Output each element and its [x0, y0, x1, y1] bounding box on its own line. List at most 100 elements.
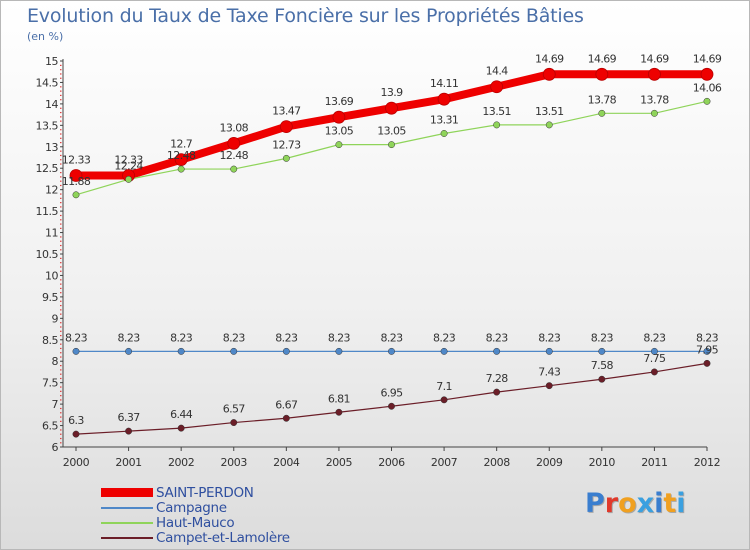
- data-point: [385, 101, 398, 115]
- y-minor-tick: [60, 266, 62, 268]
- x-tick-label: 2012: [694, 456, 720, 469]
- data-point: [703, 97, 711, 105]
- y-minor-tick: [60, 343, 62, 345]
- y-minor-tick: [60, 347, 62, 350]
- y-tick-label: 6: [52, 441, 59, 454]
- y-minor-tick: [60, 69, 62, 71]
- data-point: [437, 92, 451, 106]
- data-label: 14.69: [588, 52, 617, 65]
- data-point: [700, 67, 714, 81]
- data-label: 7.75: [643, 352, 666, 365]
- y-tick-label: 9: [52, 312, 59, 325]
- data-point: [69, 169, 83, 182]
- y-minor-tick: [60, 334, 62, 337]
- data-point: [490, 80, 504, 94]
- data-point: [332, 110, 346, 124]
- y-minor-tick: [60, 244, 62, 247]
- data-label: 12.33: [114, 154, 143, 167]
- x-tick-label: 2003: [221, 456, 248, 469]
- data-label: 8.23: [118, 331, 141, 344]
- y-minor-tick: [60, 330, 62, 332]
- y-minor-tick: [60, 206, 62, 208]
- y-minor-tick: [60, 223, 62, 225]
- data-label: 14.69: [693, 52, 722, 65]
- data-label: 14.06: [693, 81, 722, 94]
- data-label: 8.23: [538, 331, 561, 344]
- y-minor-tick: [60, 77, 62, 79]
- y-minor-tick: [60, 407, 62, 410]
- data-point: [282, 414, 290, 422]
- data-point: [595, 67, 609, 81]
- y-minor-tick: [60, 184, 62, 187]
- data-point: [125, 175, 133, 183]
- data-point: [440, 347, 448, 355]
- data-point: [545, 347, 553, 355]
- x-tick-label: 2007: [431, 456, 458, 469]
- y-minor-tick: [60, 150, 62, 152]
- y-minor-tick: [60, 373, 62, 375]
- data-label: 13.47: [272, 105, 301, 118]
- y-minor-tick: [60, 86, 62, 88]
- y-minor-tick: [60, 107, 62, 109]
- data-point: [282, 347, 290, 355]
- data-point: [72, 430, 80, 438]
- y-minor-tick: [60, 300, 62, 302]
- data-label: 6.44: [170, 408, 193, 421]
- data-label: 8.23: [65, 331, 88, 344]
- data-point: [72, 347, 80, 355]
- data-point: [703, 347, 711, 355]
- y-minor-tick: [60, 433, 62, 435]
- data-point: [388, 402, 395, 410]
- data-label: 13.69: [325, 95, 354, 108]
- data-point: [493, 121, 501, 129]
- data-point: [440, 130, 448, 137]
- y-tick-label: 14.5: [36, 76, 59, 89]
- y-minor-tick: [60, 416, 62, 418]
- y-minor-tick: [60, 73, 62, 75]
- y-tick-label: 10.5: [36, 248, 59, 261]
- logo-letter: x: [636, 488, 655, 519]
- y-tick-label: 8.5: [42, 334, 58, 347]
- y-minor-tick: [60, 227, 62, 229]
- legend-item-haut-mauco: Haut-Mauco: [101, 515, 341, 531]
- y-minor-tick: [60, 111, 62, 114]
- y-tick-label: 6.5: [42, 420, 58, 433]
- data-label: 14.11: [430, 77, 459, 90]
- y-tick-label: 7.5: [42, 377, 58, 390]
- legend-item-saint-perdon: SAINT-PERDON: [101, 485, 341, 501]
- data-label: 6.3: [68, 414, 84, 427]
- logo-letter: r: [604, 488, 619, 519]
- data-label: 8.23: [486, 331, 509, 344]
- data-point: [598, 109, 606, 117]
- y-minor-tick: [60, 257, 62, 259]
- data-label: 11.88: [62, 175, 91, 188]
- y-minor-tick: [60, 309, 62, 311]
- y-minor-tick: [60, 365, 62, 367]
- y-tick-label: 8: [52, 355, 59, 368]
- y-minor-tick: [60, 116, 62, 118]
- y-minor-tick: [60, 313, 62, 315]
- y-tick-label: 15: [45, 55, 58, 68]
- data-label: 13.05: [377, 125, 406, 138]
- y-minor-tick: [60, 437, 62, 440]
- y-minor-tick: [60, 420, 62, 422]
- data-point: [230, 347, 238, 355]
- data-point: [335, 141, 343, 149]
- data-point: [598, 375, 606, 383]
- y-tick-label: 11.5: [36, 205, 59, 218]
- data-label: 6.57: [223, 403, 246, 416]
- logo-letter: i: [676, 488, 686, 519]
- y-minor-tick: [60, 240, 62, 242]
- y-minor-tick: [60, 172, 62, 174]
- data-label: 6.81: [328, 392, 350, 405]
- y-minor-tick: [60, 249, 62, 251]
- data-label: 8.23: [696, 331, 719, 344]
- data-point: [125, 427, 133, 435]
- y-minor-tick: [60, 304, 62, 307]
- legend-swatch-campagne: [101, 507, 153, 509]
- data-point: [230, 165, 238, 173]
- y-minor-tick: [60, 399, 62, 401]
- y-minor-tick: [60, 193, 62, 195]
- y-minor-tick: [60, 94, 62, 97]
